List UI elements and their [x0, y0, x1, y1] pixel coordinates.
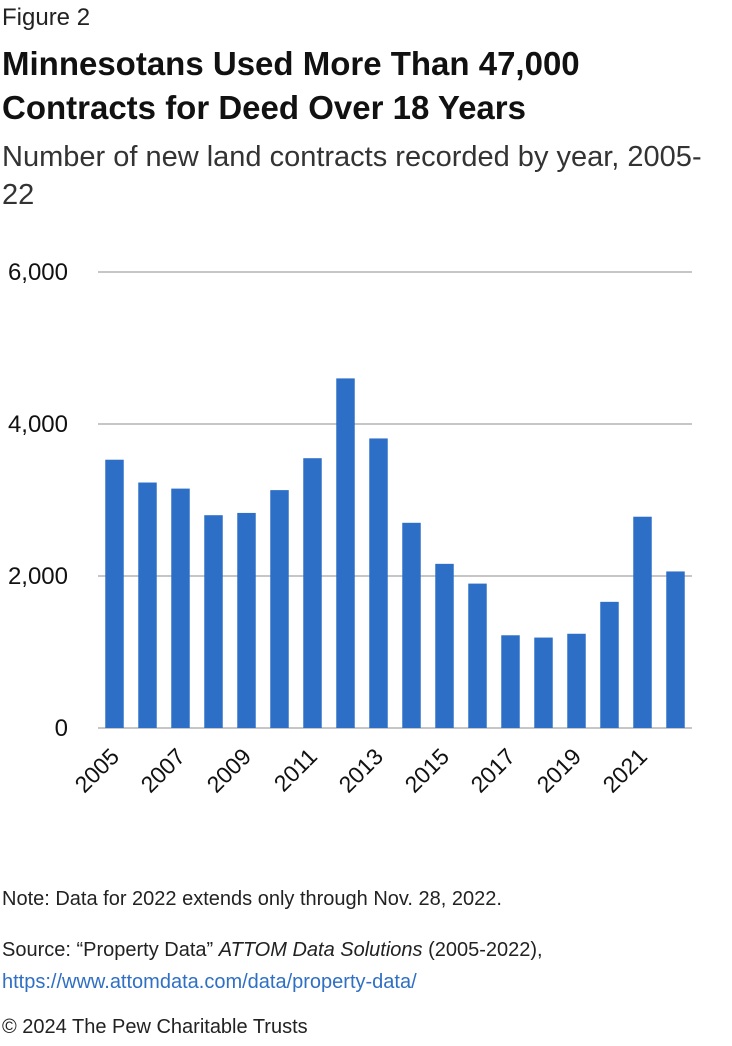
chart-subtitle: Number of new land contracts recorded by… — [2, 141, 702, 211]
bar-2015 — [435, 563, 454, 728]
bar-2008 — [204, 515, 223, 728]
copyright: © 2024 The Pew Charitable Trusts — [2, 1016, 308, 1038]
x-tick-label: 2017 — [465, 743, 520, 798]
bar-2016 — [468, 583, 487, 728]
bar-2013 — [369, 438, 388, 728]
bar-2011 — [303, 458, 322, 728]
source-link[interactable]: https://www.attomdata.com/data/property-… — [2, 971, 417, 993]
x-tick-label: 2013 — [333, 743, 388, 798]
x-tick-label: 2009 — [201, 743, 256, 798]
gridlines — [98, 271, 692, 729]
x-tick-label: 2011 — [269, 743, 322, 796]
source-publication: ATTOM Data Solutions — [218, 939, 423, 961]
bars — [105, 378, 685, 728]
bar-2005 — [105, 459, 124, 728]
bar-2012 — [336, 378, 355, 728]
x-tick-label: 2007 — [135, 743, 190, 798]
bar-2020 — [600, 601, 619, 728]
y-tick-label: 6,000 — [8, 259, 68, 286]
bar-2009 — [237, 512, 256, 728]
x-tick-label: 2005 — [69, 743, 124, 798]
bar-2010 — [270, 490, 289, 728]
x-tick-label: 2021 — [597, 743, 652, 798]
x-tick-label: 2015 — [399, 743, 454, 798]
y-tick-label: 0 — [55, 715, 68, 742]
bar-2018 — [534, 637, 553, 728]
source-years: (2005-2022), — [422, 939, 543, 961]
x-tick-label: 2019 — [531, 743, 586, 798]
y-tick-label: 4,000 — [8, 411, 68, 438]
chart-source: Source: “Property Data” ATTOM Data Solut… — [2, 934, 722, 998]
bar-2021 — [633, 516, 652, 728]
y-axis-ticks: 0 2,000 4,000 6,000 — [8, 259, 68, 742]
chart-title: Minnesotans Used More Than 47,000 Contra… — [2, 45, 580, 126]
bar-2007 — [171, 488, 190, 728]
chart-note: Note: Data for 2022 extends only through… — [2, 888, 502, 910]
bar-2014 — [402, 522, 421, 728]
bar-2019 — [567, 633, 586, 728]
bar-2017 — [501, 635, 520, 728]
bar-2006 — [138, 482, 157, 728]
bar-2022 — [666, 571, 685, 728]
figure-label: Figure 2 — [2, 4, 91, 31]
source-prefix: Source: “Property Data” — [2, 939, 219, 961]
y-tick-label: 2,000 — [8, 563, 68, 590]
x-axis-ticks: 2005 2007 2009 2011 2013 2015 2017 2019 2021 — [69, 743, 652, 798]
